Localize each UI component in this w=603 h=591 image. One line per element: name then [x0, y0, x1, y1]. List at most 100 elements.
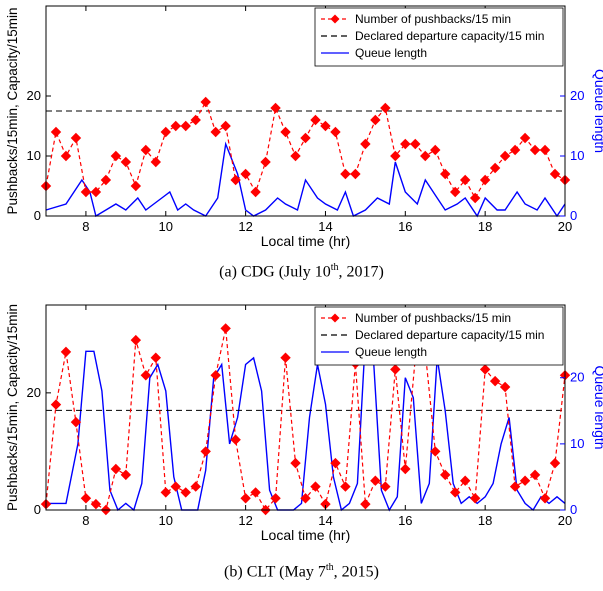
pushback-marker	[330, 126, 341, 138]
pushback-marker	[110, 150, 122, 162]
legend: Number of pushbacks/15 min Declared depar…	[314, 7, 564, 67]
y-left-tick-label: 20	[27, 385, 41, 400]
pushback-marker	[280, 352, 291, 363]
pushback-marker	[430, 446, 441, 457]
pushback-marker	[180, 487, 191, 498]
pushback-marker	[320, 120, 331, 132]
x-tick-label: 14	[318, 513, 332, 528]
pushback-marker	[60, 150, 72, 162]
pushback-marker	[90, 498, 102, 510]
x-axis-label: Local time (hr)	[261, 527, 350, 543]
pushback-marker	[250, 186, 261, 198]
legend-box	[314, 7, 564, 67]
pushback-marker	[509, 481, 521, 492]
pushback-marker	[499, 381, 511, 393]
pushback-marker	[469, 493, 481, 504]
pushback-marker	[110, 463, 122, 475]
pushback-marker	[250, 487, 261, 498]
pushback-marker	[130, 334, 142, 346]
pushback-marker	[270, 493, 281, 504]
x-tick-label: 8	[82, 513, 89, 528]
pushback-marker	[210, 370, 221, 381]
pushback-marker	[190, 481, 201, 492]
pushback-marker	[459, 174, 471, 186]
queue-length-line	[45, 141, 566, 218]
caption-a-suffix: , 2017)	[338, 263, 384, 281]
caption-b-text: CLT (May 7	[246, 563, 326, 581]
pushback-marker	[190, 114, 201, 126]
pushback-marker	[509, 144, 521, 156]
caption-b-label: (b)	[224, 563, 243, 581]
pushback-marker	[290, 150, 301, 162]
x-tick-label: 12	[238, 513, 252, 528]
pushback-marker	[150, 352, 161, 363]
plot-frame	[45, 5, 566, 217]
pushback-marker	[310, 114, 321, 126]
pushback-marker	[400, 463, 411, 475]
pushback-marker	[140, 144, 152, 156]
pushback-marker	[519, 132, 531, 144]
pushback-marker	[300, 132, 311, 144]
x-tick-label: 12	[238, 219, 252, 234]
pushback-marker	[390, 150, 401, 162]
pushback-marker	[380, 481, 391, 492]
x-tick-label: 18	[478, 219, 492, 234]
pushback-marker	[370, 475, 381, 486]
pushback-marker	[80, 493, 92, 504]
x-tick-label: 10	[159, 219, 173, 234]
pushback-marker	[459, 475, 471, 486]
pushback-marker	[240, 493, 251, 504]
x-tick-label: 14	[318, 219, 332, 234]
pushback-marker	[469, 192, 481, 204]
pushback-marker	[150, 156, 161, 168]
legend-entry-label: Queue length	[355, 345, 427, 359]
y-left-tick-label: 20	[27, 88, 41, 103]
x-tick-label: 8	[82, 219, 89, 234]
y-left-axis-label: Pushbacks/15min, Capacity/15min	[5, 7, 20, 214]
pushback-marker	[519, 475, 531, 486]
x-tick-label: 18	[478, 513, 492, 528]
pushback-marker	[360, 498, 371, 510]
caption-b-sup: th	[325, 562, 334, 573]
pushback-marker	[60, 346, 72, 358]
legend-entry-label: Number of pushbacks/15 min	[355, 311, 511, 325]
pushback-marker	[200, 96, 211, 108]
x-tick-label: 20	[558, 513, 572, 528]
pushback-marker	[539, 493, 551, 504]
pushback-marker	[529, 144, 541, 156]
pushback-marker	[130, 180, 142, 192]
x-tick-label: 20	[558, 219, 572, 234]
pushback-marker	[90, 186, 102, 198]
pushback-marker	[140, 370, 152, 381]
legend-entry-label: Declared departure capacity/15 min	[355, 29, 544, 43]
pushback-marker	[420, 150, 431, 162]
legend-entry-label: Number of pushbacks/15 min	[355, 12, 511, 26]
pushback-marker	[440, 168, 451, 180]
pushback-marker	[360, 138, 371, 150]
pushback-marker	[539, 144, 551, 156]
pushback-marker	[330, 457, 341, 469]
pushback-marker	[370, 114, 381, 126]
x-axis-label: Local time (hr)	[261, 233, 350, 249]
pushback-marker	[529, 469, 541, 481]
y-right-tick-label: 20	[570, 88, 584, 103]
pushback-marker	[210, 126, 221, 138]
legend-marker	[330, 313, 340, 323]
pushback-marker	[499, 150, 511, 162]
pushbacks-line	[45, 100, 566, 200]
caption-b: (b) CLT (May 7th, 2015)	[0, 562, 603, 581]
x-tick-label: 10	[159, 513, 173, 528]
x-tick-label: 16	[398, 513, 412, 528]
pushback-marker	[290, 457, 301, 469]
caption-a: (a) CDG (July 10th, 2017)	[0, 262, 603, 281]
pushback-marker	[390, 364, 401, 375]
queue-length-line	[46, 337, 566, 512]
y-right-tick-label: 10	[570, 148, 584, 163]
pushback-marker	[80, 186, 92, 198]
legend: Number of pushbacks/15 min Declared depar…	[314, 306, 564, 366]
pushback-marker	[120, 469, 132, 481]
pushback-marker	[120, 156, 132, 168]
pushback-marker	[310, 481, 321, 492]
legend-box	[314, 306, 564, 366]
